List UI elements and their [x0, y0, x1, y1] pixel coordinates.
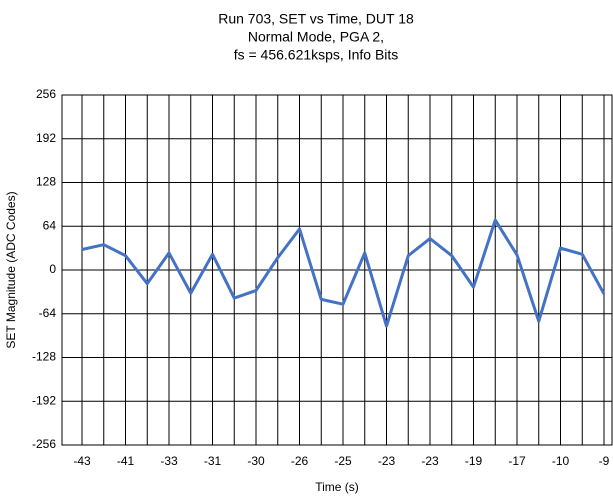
y-tick-label: -128 — [32, 350, 56, 364]
x-tick-label: -23 — [378, 454, 396, 468]
y-tick-label: 192 — [36, 131, 56, 145]
x-tick-label: -41 — [117, 454, 135, 468]
y-tick-label: 128 — [36, 175, 56, 189]
y-tick-label: -256 — [32, 437, 56, 451]
chart-title: fs = 456.621ksps, Info Bits — [234, 47, 399, 63]
x-tick-label: -23 — [421, 454, 439, 468]
x-tick-label: -30 — [247, 454, 265, 468]
x-tick-label: -10 — [552, 454, 570, 468]
x-tick-label: -26 — [291, 454, 309, 468]
y-tick-label: -64 — [39, 306, 57, 320]
x-tick-label: -19 — [465, 454, 483, 468]
y-tick-label: 64 — [43, 218, 57, 232]
x-tick-label: -9 — [599, 454, 610, 468]
x-tick-label: -25 — [334, 454, 352, 468]
chart-title: Run 703, SET vs Time, DUT 18 — [218, 11, 414, 27]
y-tick-label: -192 — [32, 393, 56, 407]
plot-frame — [61, 94, 613, 446]
x-tick-label: -43 — [73, 454, 91, 468]
chart-title: Normal Mode, PGA 2, — [248, 29, 384, 45]
y-axis-label: SET Magnitude (ADC Codes) — [4, 191, 18, 348]
y-tick-label: 256 — [36, 87, 56, 101]
y-tick-label: 0 — [49, 262, 56, 276]
x-tick-label: -17 — [508, 454, 526, 468]
line-series — [81, 218, 606, 328]
x-tick-label: -31 — [204, 454, 222, 468]
x-axis-label: Time (s) — [315, 480, 359, 494]
x-tick-label: -33 — [160, 454, 178, 468]
